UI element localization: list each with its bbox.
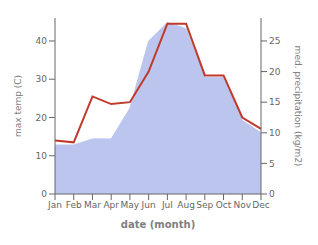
svg-text:20: 20 [36,113,48,123]
svg-text:10: 10 [36,151,48,161]
svg-text:Jun: Jun [141,200,156,210]
svg-text:20: 20 [269,67,281,77]
svg-text:date (month): date (month) [121,219,195,230]
svg-text:Sep: Sep [196,200,213,210]
svg-text:15: 15 [269,97,280,107]
svg-text:Dec: Dec [252,200,269,210]
svg-text:Oct: Oct [216,200,232,210]
svg-text:40: 40 [36,36,48,46]
svg-text:max temp (C): max temp (C) [13,75,23,137]
svg-text:25: 25 [269,36,280,46]
svg-text:Aug: Aug [177,200,195,210]
svg-text:10: 10 [269,128,281,138]
svg-text:Apr: Apr [103,200,119,210]
svg-text:med. precipitation (kg/m2): med. precipitation (kg/m2) [293,46,303,167]
svg-text:30: 30 [36,74,48,84]
svg-text:Nov: Nov [233,200,251,210]
svg-text:Mar: Mar [84,200,101,210]
svg-text:Jan: Jan [47,200,62,210]
svg-text:0: 0 [41,189,47,199]
svg-text:5: 5 [269,159,275,169]
svg-text:Jul: Jul [161,200,173,210]
svg-text:Feb: Feb [66,200,82,210]
svg-text:0: 0 [269,189,275,199]
svg-text:May: May [121,200,140,210]
